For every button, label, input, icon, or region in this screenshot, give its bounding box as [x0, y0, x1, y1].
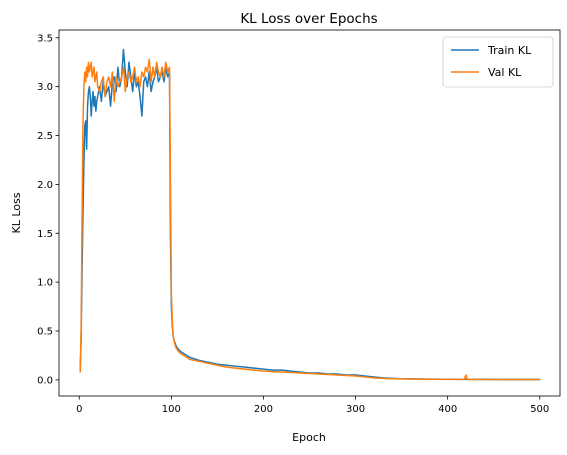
legend-label-val-kl: Val KL [488, 66, 522, 79]
series-line-val-kl [79, 58, 541, 381]
legend-label-train-kl: Train KL [487, 44, 532, 57]
plot-area [79, 48, 541, 381]
x-tick-label: 0 [76, 404, 82, 415]
y-tick-label: 2.0 [37, 180, 53, 191]
x-tick-label: 400 [438, 404, 457, 415]
x-tick-label: 300 [346, 404, 365, 415]
y-axis: 0.0 0.5 1.0 1.5 2.0 2.5 3.0 3.5 [37, 33, 59, 386]
y-tick-label: 3.5 [37, 33, 53, 44]
y-tick-label: 3.0 [37, 82, 53, 93]
legend: Train KL Val KL [442, 36, 554, 88]
x-axis: 0 100 200 300 400 500 [76, 396, 549, 415]
chart-title: KL Loss over Epochs [240, 11, 377, 27]
y-tick-label: 0.0 [37, 375, 53, 386]
x-tick-label: 100 [162, 404, 181, 415]
x-tick-label: 500 [530, 404, 549, 415]
x-tick-label: 200 [254, 404, 273, 415]
series-line-train-kl [79, 48, 541, 381]
plot-frame [58, 29, 561, 397]
y-tick-label: 1.0 [37, 278, 53, 289]
y-tick-label: 2.5 [37, 131, 53, 142]
y-tick-label: 1.5 [37, 229, 53, 240]
y-tick-label: 0.5 [37, 327, 53, 338]
x-axis-label: Epoch [292, 431, 326, 444]
y-axis-label: KL Loss [10, 192, 23, 233]
